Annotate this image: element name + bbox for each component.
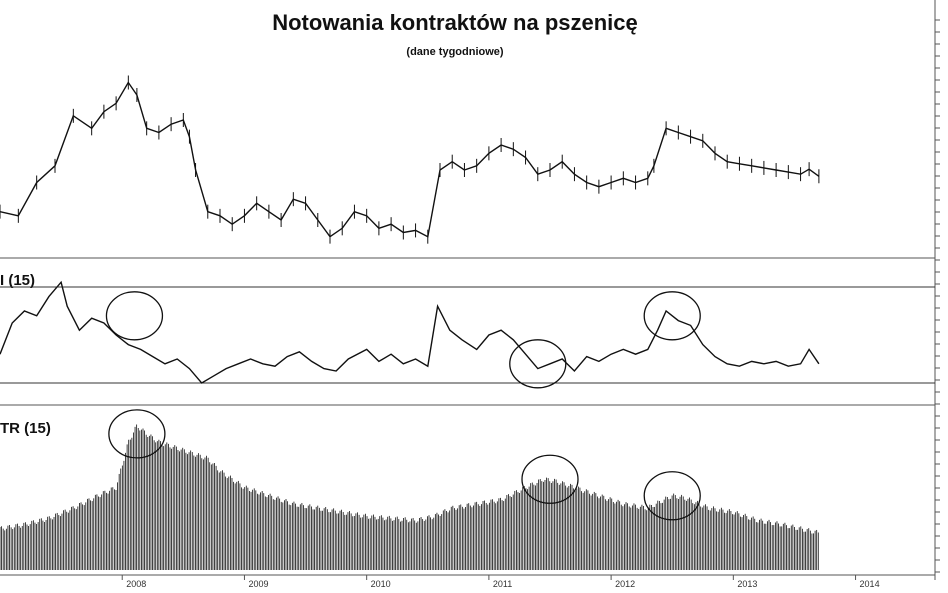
- x-tick-label: 2012: [615, 579, 635, 589]
- x-tick-label: 2009: [248, 579, 268, 589]
- chart-title: Notowania kontraktów na pszenicę: [272, 10, 638, 35]
- annotation-circle: [643, 291, 701, 341]
- rsi-series: [0, 280, 820, 384]
- x-tick-label: 2013: [737, 579, 757, 589]
- annotation-circle: [105, 291, 164, 341]
- atr-panel-label: TR (15): [0, 420, 51, 437]
- x-tick-label: 2011: [493, 579, 512, 589]
- price-series: [0, 81, 820, 238]
- annotation-circle: [643, 471, 701, 521]
- annotation-circle: [509, 339, 567, 389]
- rsi-panel-label: I (15): [0, 272, 36, 289]
- x-tick-label: 2010: [371, 579, 391, 589]
- x-tick-label: 2008: [126, 579, 146, 589]
- chart-subtitle: (dane tygodniowe): [406, 46, 504, 58]
- annotation-circle: [108, 409, 166, 459]
- x-tick-label: 2014: [860, 579, 880, 589]
- annotation-circle: [521, 454, 579, 504]
